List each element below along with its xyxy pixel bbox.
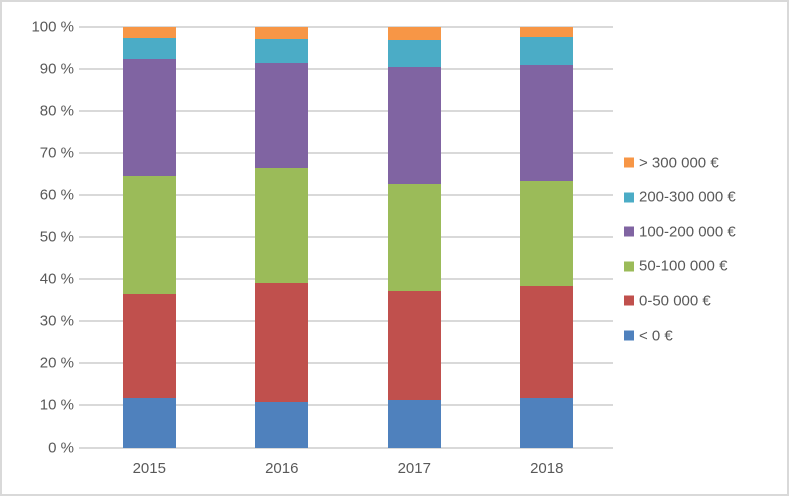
legend-item: 100-200 000 € bbox=[624, 223, 736, 240]
bar-segment bbox=[520, 36, 574, 66]
bar-segment bbox=[387, 67, 441, 184]
y-axis-tick-label: 0 % bbox=[48, 439, 74, 456]
gridline bbox=[79, 67, 613, 70]
legend-item: > 300 000 € bbox=[624, 154, 719, 171]
bar-segment bbox=[122, 37, 176, 59]
bar-segment bbox=[122, 293, 176, 398]
x-axis-category-label: 2016 bbox=[265, 460, 299, 477]
legend-color-swatch-icon bbox=[624, 157, 634, 168]
y-axis-tick-label: 30 % bbox=[39, 312, 74, 330]
y-axis-tick-label: 70 % bbox=[39, 144, 74, 162]
bar-segment bbox=[520, 181, 574, 286]
bar-column bbox=[122, 26, 176, 448]
legend-label: 200-300 000 € bbox=[639, 188, 736, 206]
y-axis-tick-label: 40 % bbox=[39, 270, 74, 288]
gridline bbox=[79, 362, 613, 365]
gridline bbox=[79, 404, 613, 407]
gridline bbox=[79, 446, 613, 449]
legend-color-swatch-icon bbox=[624, 330, 634, 341]
legend-color-swatch-icon bbox=[624, 192, 634, 203]
gridline bbox=[79, 193, 613, 196]
legend-item: 50-100 000 € bbox=[624, 258, 727, 275]
legend-item: 200-300 000 € bbox=[624, 189, 736, 206]
legend-item: 0-50 000 € bbox=[624, 292, 711, 309]
bar-segment bbox=[520, 26, 574, 37]
y-axis-tick-label: 90 % bbox=[39, 60, 74, 78]
bar-segment bbox=[387, 183, 441, 292]
x-axis-category-label: 2015 bbox=[132, 460, 166, 477]
legend-color-swatch-icon bbox=[624, 295, 634, 306]
gridline bbox=[79, 151, 613, 154]
bar-segment bbox=[255, 402, 309, 448]
bar-segment bbox=[520, 285, 574, 398]
bar-segment bbox=[520, 65, 574, 182]
x-axis-category-label: 2018 bbox=[530, 460, 564, 477]
bar-column bbox=[387, 26, 441, 448]
bar-segment bbox=[122, 397, 176, 448]
bar-segment bbox=[255, 62, 309, 168]
y-axis-tick-label: 20 % bbox=[39, 354, 74, 372]
bar-column bbox=[520, 26, 574, 448]
bar-segment bbox=[387, 39, 441, 68]
y-axis-tick-label: 50 % bbox=[39, 228, 74, 246]
bar-segment bbox=[255, 39, 309, 63]
bar-segment bbox=[520, 397, 574, 448]
bar-segment bbox=[387, 291, 441, 400]
y-axis-tick-label: 80 % bbox=[39, 102, 74, 120]
legend-color-swatch-icon bbox=[624, 261, 634, 272]
legend-label: 50-100 000 € bbox=[639, 257, 728, 275]
legend-label: < 0 € bbox=[639, 327, 673, 344]
bar-segment bbox=[122, 175, 176, 294]
bar-segment bbox=[122, 26, 176, 38]
gridline bbox=[79, 278, 613, 281]
legend-color-swatch-icon bbox=[624, 226, 634, 237]
legend-label: > 300 000 € bbox=[639, 154, 719, 171]
y-axis-tick-label: 60 % bbox=[39, 186, 74, 204]
bar-column bbox=[255, 26, 309, 448]
legend-label: 100-200 000 € bbox=[639, 223, 736, 241]
y-axis-tick-label: 100 % bbox=[31, 18, 74, 35]
gridline bbox=[79, 25, 613, 28]
bar-segment bbox=[255, 283, 309, 403]
legend-label: 0-50 000 € bbox=[639, 292, 711, 310]
bar-segment bbox=[122, 58, 176, 176]
bar-segment bbox=[387, 26, 441, 40]
x-axis-category-label: 2017 bbox=[397, 460, 431, 477]
gridline bbox=[79, 109, 613, 112]
bar-segment bbox=[255, 167, 309, 284]
legend-item: < 0 € bbox=[624, 327, 673, 344]
bar-segment bbox=[387, 399, 441, 448]
gridline bbox=[79, 236, 613, 238]
y-axis-tick-label: 10 % bbox=[39, 396, 74, 414]
gridline bbox=[79, 320, 613, 323]
bar-segment bbox=[255, 26, 309, 40]
